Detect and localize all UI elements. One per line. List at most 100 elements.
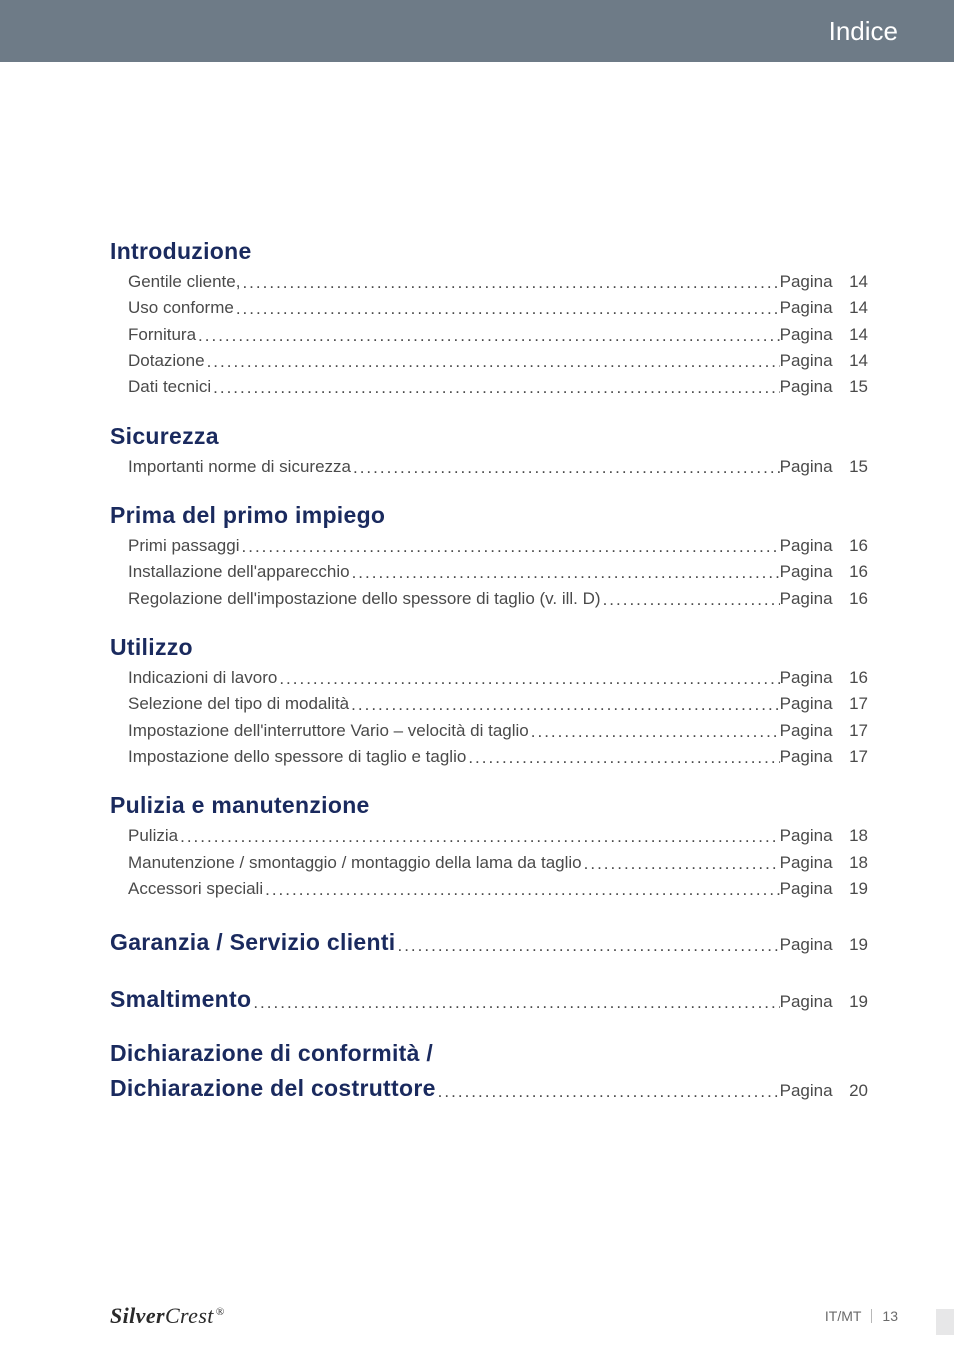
toc-entry: Uso conforme............................… bbox=[110, 295, 868, 321]
toc-page-ref: Pagina 17 bbox=[780, 744, 868, 770]
section-heading: Sicurezza bbox=[110, 423, 868, 450]
page: Indice Introduzione Gentile cliente,.....… bbox=[0, 0, 954, 1357]
toc-entry: Dotazione...............................… bbox=[110, 348, 868, 374]
dot-leader: ........................................… bbox=[601, 587, 780, 613]
toc-entry: Selezione del tipo di modalità..........… bbox=[110, 691, 868, 717]
logo-registered-icon: ® bbox=[216, 1306, 225, 1318]
toc-entry-label: Installazione dell'apparecchio bbox=[128, 559, 350, 585]
toc-page-ref: Pagina 19 bbox=[780, 932, 868, 958]
toc-entry-label: Accessori speciali bbox=[128, 876, 263, 902]
dot-leader: ........................................… bbox=[529, 719, 780, 745]
toc-entry: Primi passaggi..........................… bbox=[110, 533, 868, 559]
dot-leader: ........................................… bbox=[240, 270, 779, 296]
footer: SilverCrest® IT/MT 13 bbox=[0, 1303, 954, 1329]
toc-entry-label: Uso conforme bbox=[128, 295, 234, 321]
dot-leader: ........................................… bbox=[351, 455, 780, 481]
toc-page-ref: Pagina 15 bbox=[780, 454, 868, 480]
toc-entry: Installazione dell'apparecchio..........… bbox=[110, 559, 868, 585]
dot-leader: ........................................… bbox=[350, 560, 780, 586]
toc-entry: Pulizia.................................… bbox=[110, 823, 868, 849]
toc-entry: Dati tecnici............................… bbox=[110, 374, 868, 400]
footer-divider bbox=[871, 1309, 872, 1323]
logo-part-bold: Silver bbox=[110, 1303, 165, 1328]
dot-leader: ........................................… bbox=[211, 375, 779, 401]
toc-entry: Impostazione dello spessore di taglio e … bbox=[110, 744, 868, 770]
toc-section: Smaltimento.............................… bbox=[110, 982, 868, 1018]
toc-entry: Importanti norme di sicurezza...........… bbox=[110, 454, 868, 480]
toc-entry: Regolazione dell'impostazione dello spes… bbox=[110, 586, 868, 612]
toc-entry: Accessori speciali......................… bbox=[110, 876, 868, 902]
footer-page-number: 13 bbox=[882, 1308, 898, 1324]
dot-leader: ........................................… bbox=[251, 990, 779, 1016]
toc-content: Introduzione Gentile cliente,............… bbox=[110, 238, 868, 1128]
header-bar: Indice bbox=[0, 0, 954, 62]
logo-part-thin: Crest bbox=[165, 1303, 214, 1328]
dot-leader: ........................................… bbox=[205, 349, 780, 375]
toc-entry-label: Fornitura bbox=[128, 322, 196, 348]
toc-entry-label: Selezione del tipo di modalità bbox=[128, 691, 349, 717]
section-heading-text: Smaltimento bbox=[110, 982, 251, 1018]
toc-entry-label: Manutenzione / smontaggio / montaggio de… bbox=[128, 850, 582, 876]
dot-leader: ........................................… bbox=[436, 1079, 780, 1105]
section-heading: Introduzione bbox=[110, 238, 868, 265]
toc-section: Prima del primo impiego Primi passaggi...… bbox=[110, 502, 868, 612]
toc-page-ref: Pagina 19 bbox=[780, 876, 868, 902]
dot-leader: ........................................… bbox=[196, 323, 780, 349]
toc-section: Sicurezza Importanti norme di sicurezza..… bbox=[110, 423, 868, 480]
dot-leader: ........................................… bbox=[466, 745, 779, 771]
brand-logo: SilverCrest® bbox=[110, 1303, 225, 1329]
section-heading: Dichiarazione di conformità / Dichiarazio… bbox=[110, 1040, 868, 1107]
toc-section: Introduzione Gentile cliente,............… bbox=[110, 238, 868, 401]
header-title: Indice bbox=[829, 16, 898, 47]
toc-page-ref: Pagina 15 bbox=[780, 374, 868, 400]
section-heading: Pulizia e manutenzione bbox=[110, 792, 868, 819]
section-heading-line: Dichiarazione di conformità / bbox=[110, 1040, 868, 1067]
toc-entry-label: Primi passaggi bbox=[128, 533, 240, 559]
toc-entry-label: Gentile cliente, bbox=[128, 269, 240, 295]
toc-section: Dichiarazione di conformità / Dichiarazio… bbox=[110, 1040, 868, 1107]
dot-leader: ........................................… bbox=[395, 933, 779, 959]
toc-entry-label: Dotazione bbox=[128, 348, 205, 374]
toc-entry-label: Regolazione dell'impostazione dello spes… bbox=[128, 586, 601, 612]
toc-entry: Impostazione dell'interruttore Vario – v… bbox=[110, 718, 868, 744]
toc-entry-label: Pulizia bbox=[128, 823, 178, 849]
toc-page-ref: Pagina 14 bbox=[780, 295, 868, 321]
dot-leader: ........................................… bbox=[178, 824, 780, 850]
toc-entry-label: Dati tecnici bbox=[128, 374, 211, 400]
dot-leader: ........................................… bbox=[263, 877, 780, 903]
toc-page-ref: Pagina 14 bbox=[780, 322, 868, 348]
toc-page-ref: Pagina 16 bbox=[780, 665, 868, 691]
toc-entry: Indicazioni di lavoro...................… bbox=[110, 665, 868, 691]
toc-page-ref: Pagina 18 bbox=[780, 850, 868, 876]
section-heading: Prima del primo impiego bbox=[110, 502, 868, 529]
dot-leader: ........................................… bbox=[349, 692, 779, 718]
toc-entry-label: Impostazione dell'interruttore Vario – v… bbox=[128, 718, 529, 744]
dot-leader: ........................................… bbox=[277, 666, 779, 692]
toc-entry: Fornitura...............................… bbox=[110, 322, 868, 348]
footer-region: IT/MT bbox=[825, 1308, 862, 1324]
toc-page-ref: Pagina 17 bbox=[780, 718, 868, 744]
toc-page-ref: Pagina 16 bbox=[780, 586, 868, 612]
toc-entry-label: Indicazioni di lavoro bbox=[128, 665, 277, 691]
toc-page-ref: Pagina 16 bbox=[780, 559, 868, 585]
toc-entry: Gentile cliente,........................… bbox=[110, 269, 868, 295]
dot-leader: ........................................… bbox=[240, 534, 780, 560]
section-heading: Utilizzo bbox=[110, 634, 868, 661]
dot-leader: ........................................… bbox=[234, 296, 780, 322]
footer-right: IT/MT 13 bbox=[825, 1308, 898, 1324]
toc-section: Utilizzo Indicazioni di lavoro...........… bbox=[110, 634, 868, 770]
toc-entry: Manutenzione / smontaggio / montaggio de… bbox=[110, 850, 868, 876]
toc-page-ref: Pagina 14 bbox=[780, 348, 868, 374]
toc-entry-label: Impostazione dello spessore di taglio e … bbox=[128, 744, 466, 770]
toc-entry-label: Importanti norme di sicurezza bbox=[128, 454, 351, 480]
toc-page-ref: Pagina 14 bbox=[780, 269, 868, 295]
toc-page-ref: Pagina 18 bbox=[780, 823, 868, 849]
section-heading-text: Garanzia / Servizio clienti bbox=[110, 925, 395, 961]
toc-page-ref: Pagina 16 bbox=[780, 533, 868, 559]
toc-page-ref: Pagina 19 bbox=[780, 989, 868, 1015]
section-heading-line: Dichiarazione del costruttore...........… bbox=[110, 1071, 868, 1107]
toc-page-ref: Pagina 17 bbox=[780, 691, 868, 717]
section-heading: Smaltimento.............................… bbox=[110, 982, 868, 1018]
toc-section: Garanzia / Servizio clienti.............… bbox=[110, 925, 868, 961]
page-edge-tab bbox=[936, 1309, 954, 1335]
